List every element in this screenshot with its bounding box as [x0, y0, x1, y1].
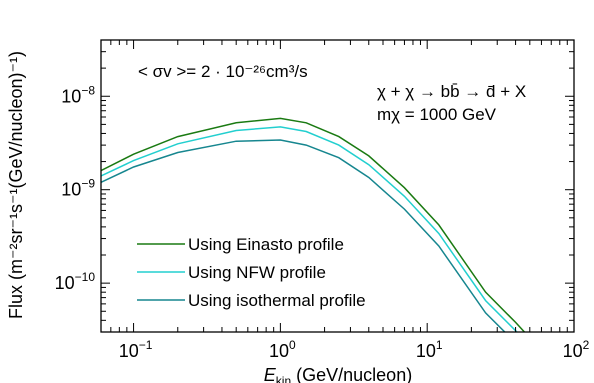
y-tick-label-0: 10−10: [55, 270, 96, 293]
x-tick-label-1: 100: [269, 338, 296, 361]
y-axis-label: Flux (m⁻²sr⁻¹s⁻¹(GeV/nucleon)⁻¹): [6, 51, 26, 319]
x-axis-label-sub: kin: [276, 374, 291, 383]
reaction-annotation: χ + χ → bb̄ → d̄ + X: [377, 82, 526, 101]
y-tick-label-2: 10−8: [61, 83, 95, 106]
x-axis-label-main: E: [264, 365, 277, 383]
x-axis-label: Ekin (GeV/nucleon): [264, 365, 412, 383]
tick-layer: 10−1 100 101 102 10−10 10−9 10−8: [55, 39, 590, 361]
y-tick-label-1: 10−9: [61, 177, 95, 200]
mass-annotation: mχ = 1000 GeV: [377, 105, 497, 124]
legend-label-2: Using isothermal profile: [188, 291, 366, 310]
legend: Using Einasto profile Using NFW profile Us…: [137, 235, 366, 310]
x-tick-label-2: 101: [416, 338, 443, 361]
series-line-1: [101, 126, 518, 332]
series-line-0: [101, 117, 526, 332]
legend-label-0: Using Einasto profile: [188, 235, 344, 254]
plot-frame: [100, 39, 575, 333]
legend-label-1: Using NFW profile: [188, 263, 326, 282]
series-layer: [101, 117, 526, 332]
x-tick-label-3: 102: [563, 338, 590, 361]
x-tick-label-0: 10−1: [119, 338, 153, 361]
x-axis-label-rest: (GeV/nucleon): [291, 365, 412, 383]
cross-section-annotation: < σv >= 2 · 10⁻²⁶cm³/s: [138, 62, 308, 81]
series-line-2: [101, 139, 506, 332]
